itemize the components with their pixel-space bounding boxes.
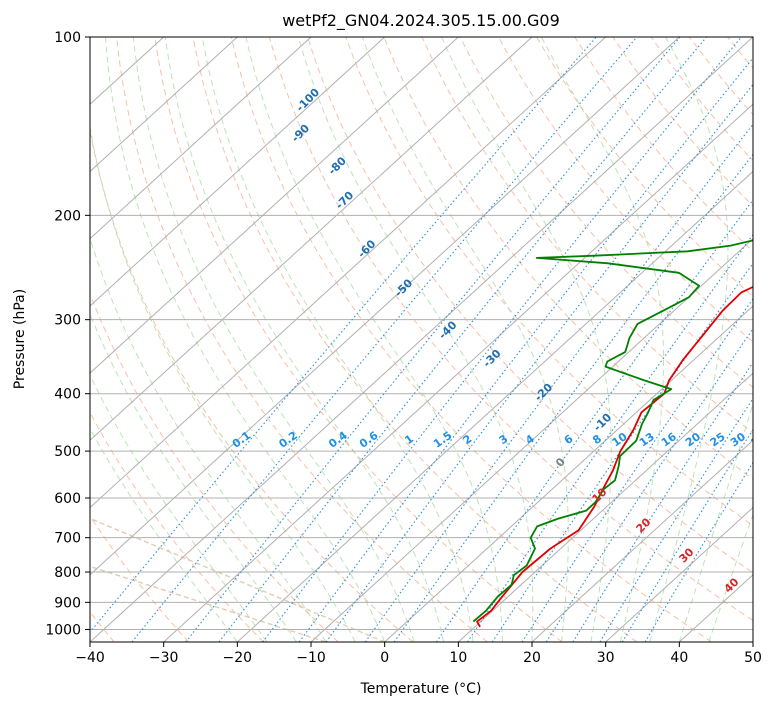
y-axis-label: Pressure (hPa): [12, 289, 28, 389]
x-tick-label: 0: [380, 650, 389, 666]
y-tick-label: 600: [54, 491, 81, 507]
y-tick-label: 900: [54, 595, 81, 611]
x-tick-label: 20: [523, 650, 541, 666]
y-tick-label: 700: [54, 531, 81, 547]
x-tick-label: 30: [597, 650, 615, 666]
y-tick-label: 500: [54, 444, 81, 460]
x-tick-label: −40: [75, 650, 105, 666]
x-tick-label: −20: [223, 650, 253, 666]
x-tick-label: −30: [149, 650, 179, 666]
y-tick-label: 800: [54, 565, 81, 581]
x-tick-label: 40: [670, 650, 688, 666]
x-tick-label: 10: [449, 650, 467, 666]
y-tick-label: 300: [54, 313, 81, 329]
y-tick-label: 400: [54, 387, 81, 403]
chart-title: wetPf2_GN04.2024.305.15.00.G09: [282, 11, 560, 31]
y-tick-label: 1000: [45, 622, 81, 638]
y-tick-label: 100: [54, 30, 81, 46]
y-tick-label: 200: [54, 208, 81, 224]
x-tick-label: −10: [296, 650, 326, 666]
x-tick-label: 50: [744, 650, 762, 666]
x-axis-label: Temperature (°C): [360, 681, 482, 697]
